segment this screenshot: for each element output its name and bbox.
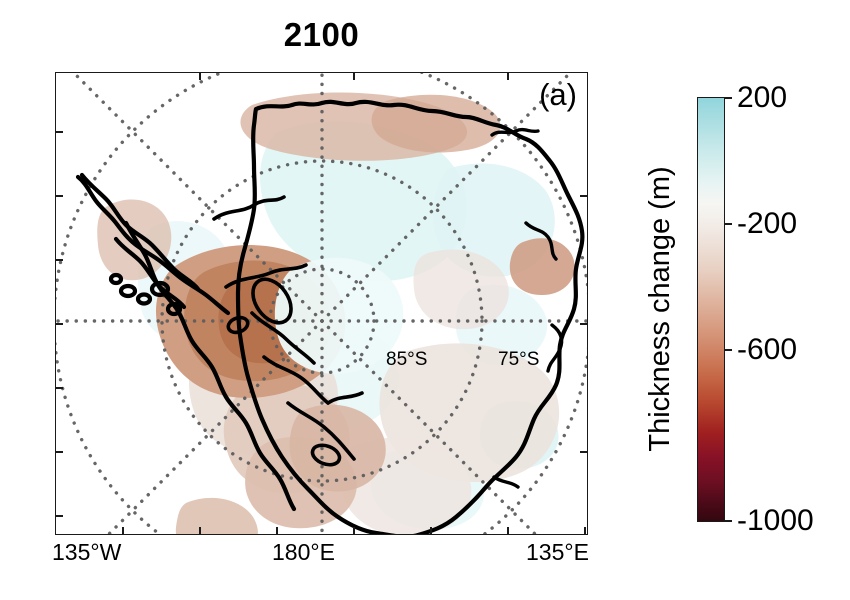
colorbar-tick-label-neg1000: -1000 — [737, 504, 814, 537]
antarctica-map-svg — [56, 73, 587, 534]
panel-label: (a) — [539, 77, 577, 112]
colorbar-gradient — [697, 97, 725, 522]
east-antarctica-coast-detail — [490, 127, 564, 489]
x-tick — [584, 527, 586, 534]
y-tick — [56, 451, 63, 453]
colorbar-axis-label: Thickness change (m) — [644, 166, 676, 452]
x-tick — [507, 527, 509, 534]
x-tick — [430, 527, 432, 534]
x-tick-top — [199, 73, 201, 80]
y-tick — [56, 515, 63, 517]
x-tick-top — [507, 73, 509, 80]
x-tick-top — [353, 73, 355, 80]
y-tick-right — [580, 323, 587, 325]
colorbar-tick — [725, 520, 732, 522]
x-axis-label-135e: 135°E — [526, 539, 589, 565]
x-tick — [199, 527, 201, 534]
x-axis-label-135w: 135°W — [52, 539, 122, 565]
y-tick — [56, 195, 63, 197]
x-tick — [353, 527, 355, 534]
map-plot-area[interactable]: (a) 85°S 75°S — [55, 72, 588, 535]
colorbar-tick-label-200: 200 — [737, 81, 788, 114]
y-tick — [56, 259, 63, 261]
page-title: 2100 — [283, 16, 360, 53]
y-tick-right — [580, 451, 587, 453]
x-tick — [122, 527, 124, 534]
colorbar-tick — [725, 349, 732, 351]
colorbar-tick — [725, 223, 732, 225]
grounding-line-details — [212, 195, 364, 467]
colorbar-tick — [725, 97, 732, 99]
x-tick — [276, 527, 278, 534]
latitude-label-85s: 85°S — [386, 349, 428, 370]
latitude-label-75s: 75°S — [498, 349, 540, 370]
x-axis-label-180e: 180°E — [272, 539, 335, 565]
antarctic-peninsula-coastline — [75, 172, 297, 512]
colorbar-tick-label-neg200: -200 — [737, 207, 798, 240]
colorbar[interactable]: 200 -200 -600 -1000 — [697, 83, 814, 536]
antarctica-coastline — [235, 99, 585, 534]
colorbar-tick-label-neg600: -600 — [737, 333, 798, 366]
y-tick — [56, 323, 63, 325]
y-tick — [56, 387, 63, 389]
y-tick — [56, 131, 63, 133]
y-tick-right — [580, 195, 587, 197]
